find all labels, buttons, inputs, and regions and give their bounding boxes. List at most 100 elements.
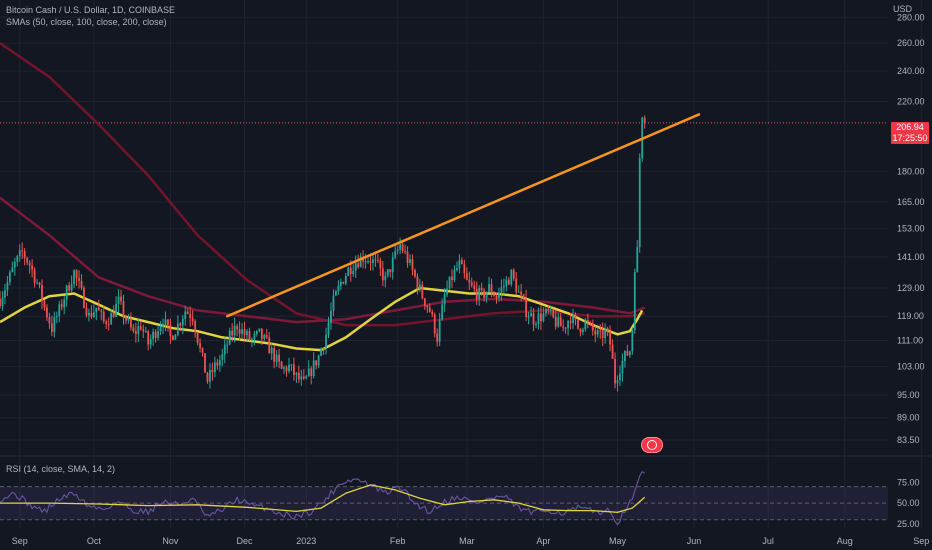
- candle-body: [352, 270, 355, 275]
- candle-body: [273, 347, 276, 362]
- candle-body: [604, 328, 607, 338]
- price-tick-label: 220.00: [897, 97, 925, 107]
- candle-body: [211, 369, 214, 373]
- price-tick-label: 165.00: [897, 197, 925, 207]
- candle-body: [589, 322, 592, 324]
- candle-body: [549, 309, 552, 311]
- candle-body: [411, 259, 414, 270]
- candle-body: [226, 344, 229, 346]
- candle-body: [584, 319, 587, 330]
- candle-body: [293, 364, 295, 375]
- candle-body: [470, 282, 473, 286]
- candle-body: [426, 305, 429, 308]
- candle-body: [139, 326, 142, 330]
- date-tick-label: Apr: [536, 536, 550, 546]
- candle-body: [137, 326, 140, 334]
- candle-body: [609, 331, 611, 345]
- date-tick-label: May: [609, 536, 627, 546]
- candle-body: [115, 303, 117, 317]
- candle-body: [559, 317, 562, 327]
- candle-body: [520, 291, 523, 295]
- candle-body: [300, 376, 303, 380]
- candle-body: [325, 334, 327, 349]
- candle-body: [290, 364, 293, 366]
- candle-body: [275, 354, 278, 362]
- candle-body: [616, 380, 619, 384]
- candle-body: [144, 331, 147, 333]
- symbol-legend[interactable]: Bitcoin Cash / U.S. Dollar, 1D, COINBASE: [6, 5, 176, 15]
- candle-body: [572, 314, 574, 323]
- candle-body: [90, 312, 93, 317]
- candle-body: [58, 304, 61, 316]
- candle-body: [80, 280, 83, 288]
- candle-body: [120, 296, 122, 302]
- candle-body: [406, 251, 409, 263]
- candle-body: [4, 290, 6, 298]
- candle-body: [46, 307, 48, 318]
- candle-body: [246, 331, 248, 336]
- candle-body: [48, 317, 51, 324]
- price-tick-label: 95.00: [897, 390, 920, 400]
- rsi-legend[interactable]: RSI (14, close, SMA, 14, 2): [6, 464, 116, 474]
- candle-body: [209, 369, 211, 382]
- candle-body: [176, 323, 179, 335]
- candle-body: [438, 319, 441, 342]
- candle-body: [127, 318, 130, 321]
- candle-body: [147, 331, 150, 345]
- alert-badge-icon[interactable]: [641, 437, 663, 453]
- moving-averages-layer: [0, 42, 646, 352]
- date-tick-label: Jul: [762, 536, 774, 546]
- candle-body: [201, 348, 204, 354]
- candle-body: [75, 270, 78, 278]
- date-tick-label: Feb: [390, 536, 406, 546]
- candle-body: [624, 350, 626, 361]
- candle-body: [63, 299, 66, 308]
- currency-label[interactable]: USD: [892, 4, 912, 14]
- candle-body: [344, 275, 347, 284]
- candle-body: [70, 284, 73, 291]
- candle-body: [337, 285, 340, 292]
- candle-body: [23, 250, 26, 258]
- candle-body: [386, 269, 389, 276]
- candle-body: [167, 319, 169, 325]
- candle-body: [125, 316, 127, 321]
- candle-body: [186, 311, 189, 314]
- candle-body: [305, 376, 308, 379]
- sma100-line: [0, 196, 646, 324]
- candle-body: [260, 328, 263, 339]
- candle-body: [65, 285, 68, 300]
- candle-body: [335, 291, 337, 296]
- candle-body: [421, 284, 424, 299]
- candle-body: [97, 307, 100, 311]
- candle-body: [586, 319, 589, 323]
- candle-body: [263, 335, 266, 339]
- sma-legend[interactable]: SMAs (50, close, 100, close, 200, close): [6, 17, 167, 27]
- candle-body: [628, 351, 631, 356]
- price-tick-label: 180.00: [897, 167, 925, 177]
- candle-body: [478, 287, 481, 300]
- date-tick-label: Aug: [837, 536, 853, 546]
- candle-body: [354, 263, 357, 271]
- candle-body: [414, 269, 416, 277]
- candle-body: [369, 261, 372, 263]
- candle-body: [8, 272, 11, 283]
- candle-body: [391, 257, 394, 273]
- candle-body: [577, 319, 579, 329]
- candle-body: [85, 307, 88, 316]
- candle-body: [562, 326, 565, 328]
- candle-body: [377, 260, 379, 262]
- candle-body: [330, 310, 332, 323]
- candle-body: [611, 344, 614, 359]
- candle-body: [152, 331, 155, 340]
- date-tick-label: 2023: [296, 536, 316, 546]
- candle-body: [465, 273, 468, 280]
- candle-body: [236, 325, 239, 330]
- candle-body: [401, 244, 404, 252]
- price-tick-label: 240.00: [897, 66, 925, 76]
- candle-body: [522, 294, 525, 299]
- candle-body: [579, 328, 582, 332]
- candle-body: [502, 285, 505, 288]
- candle-body: [535, 323, 537, 325]
